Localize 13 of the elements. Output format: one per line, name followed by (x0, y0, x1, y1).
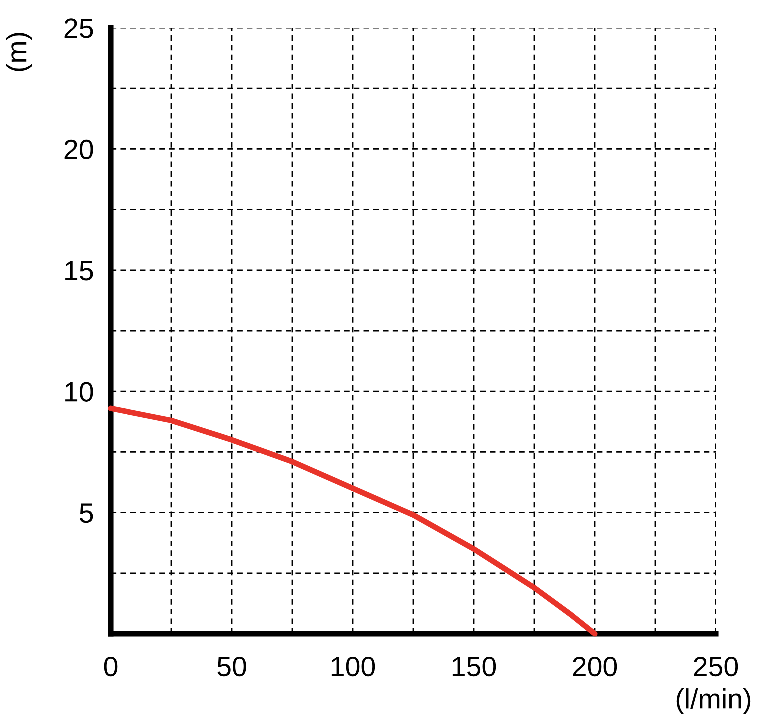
x-tick-label: 50 (218, 656, 246, 677)
x-axis-title: (l/min) (676, 688, 751, 714)
y-axis-title: (m) (6, 33, 32, 72)
x-tick-label: 150 (452, 656, 496, 677)
x-tick-label: 200 (573, 656, 618, 677)
y-tick-label: 5 (80, 504, 94, 524)
y-tick-label: 10 (66, 382, 94, 402)
y-tick-label: 15 (66, 261, 94, 281)
y-tick-label: 20 (64, 140, 94, 160)
x-tick-label: 250 (694, 656, 738, 677)
y-tick-label: 25 (64, 18, 94, 38)
x-tick-label: 100 (332, 656, 376, 677)
x-tick-label: 0 (104, 656, 118, 677)
